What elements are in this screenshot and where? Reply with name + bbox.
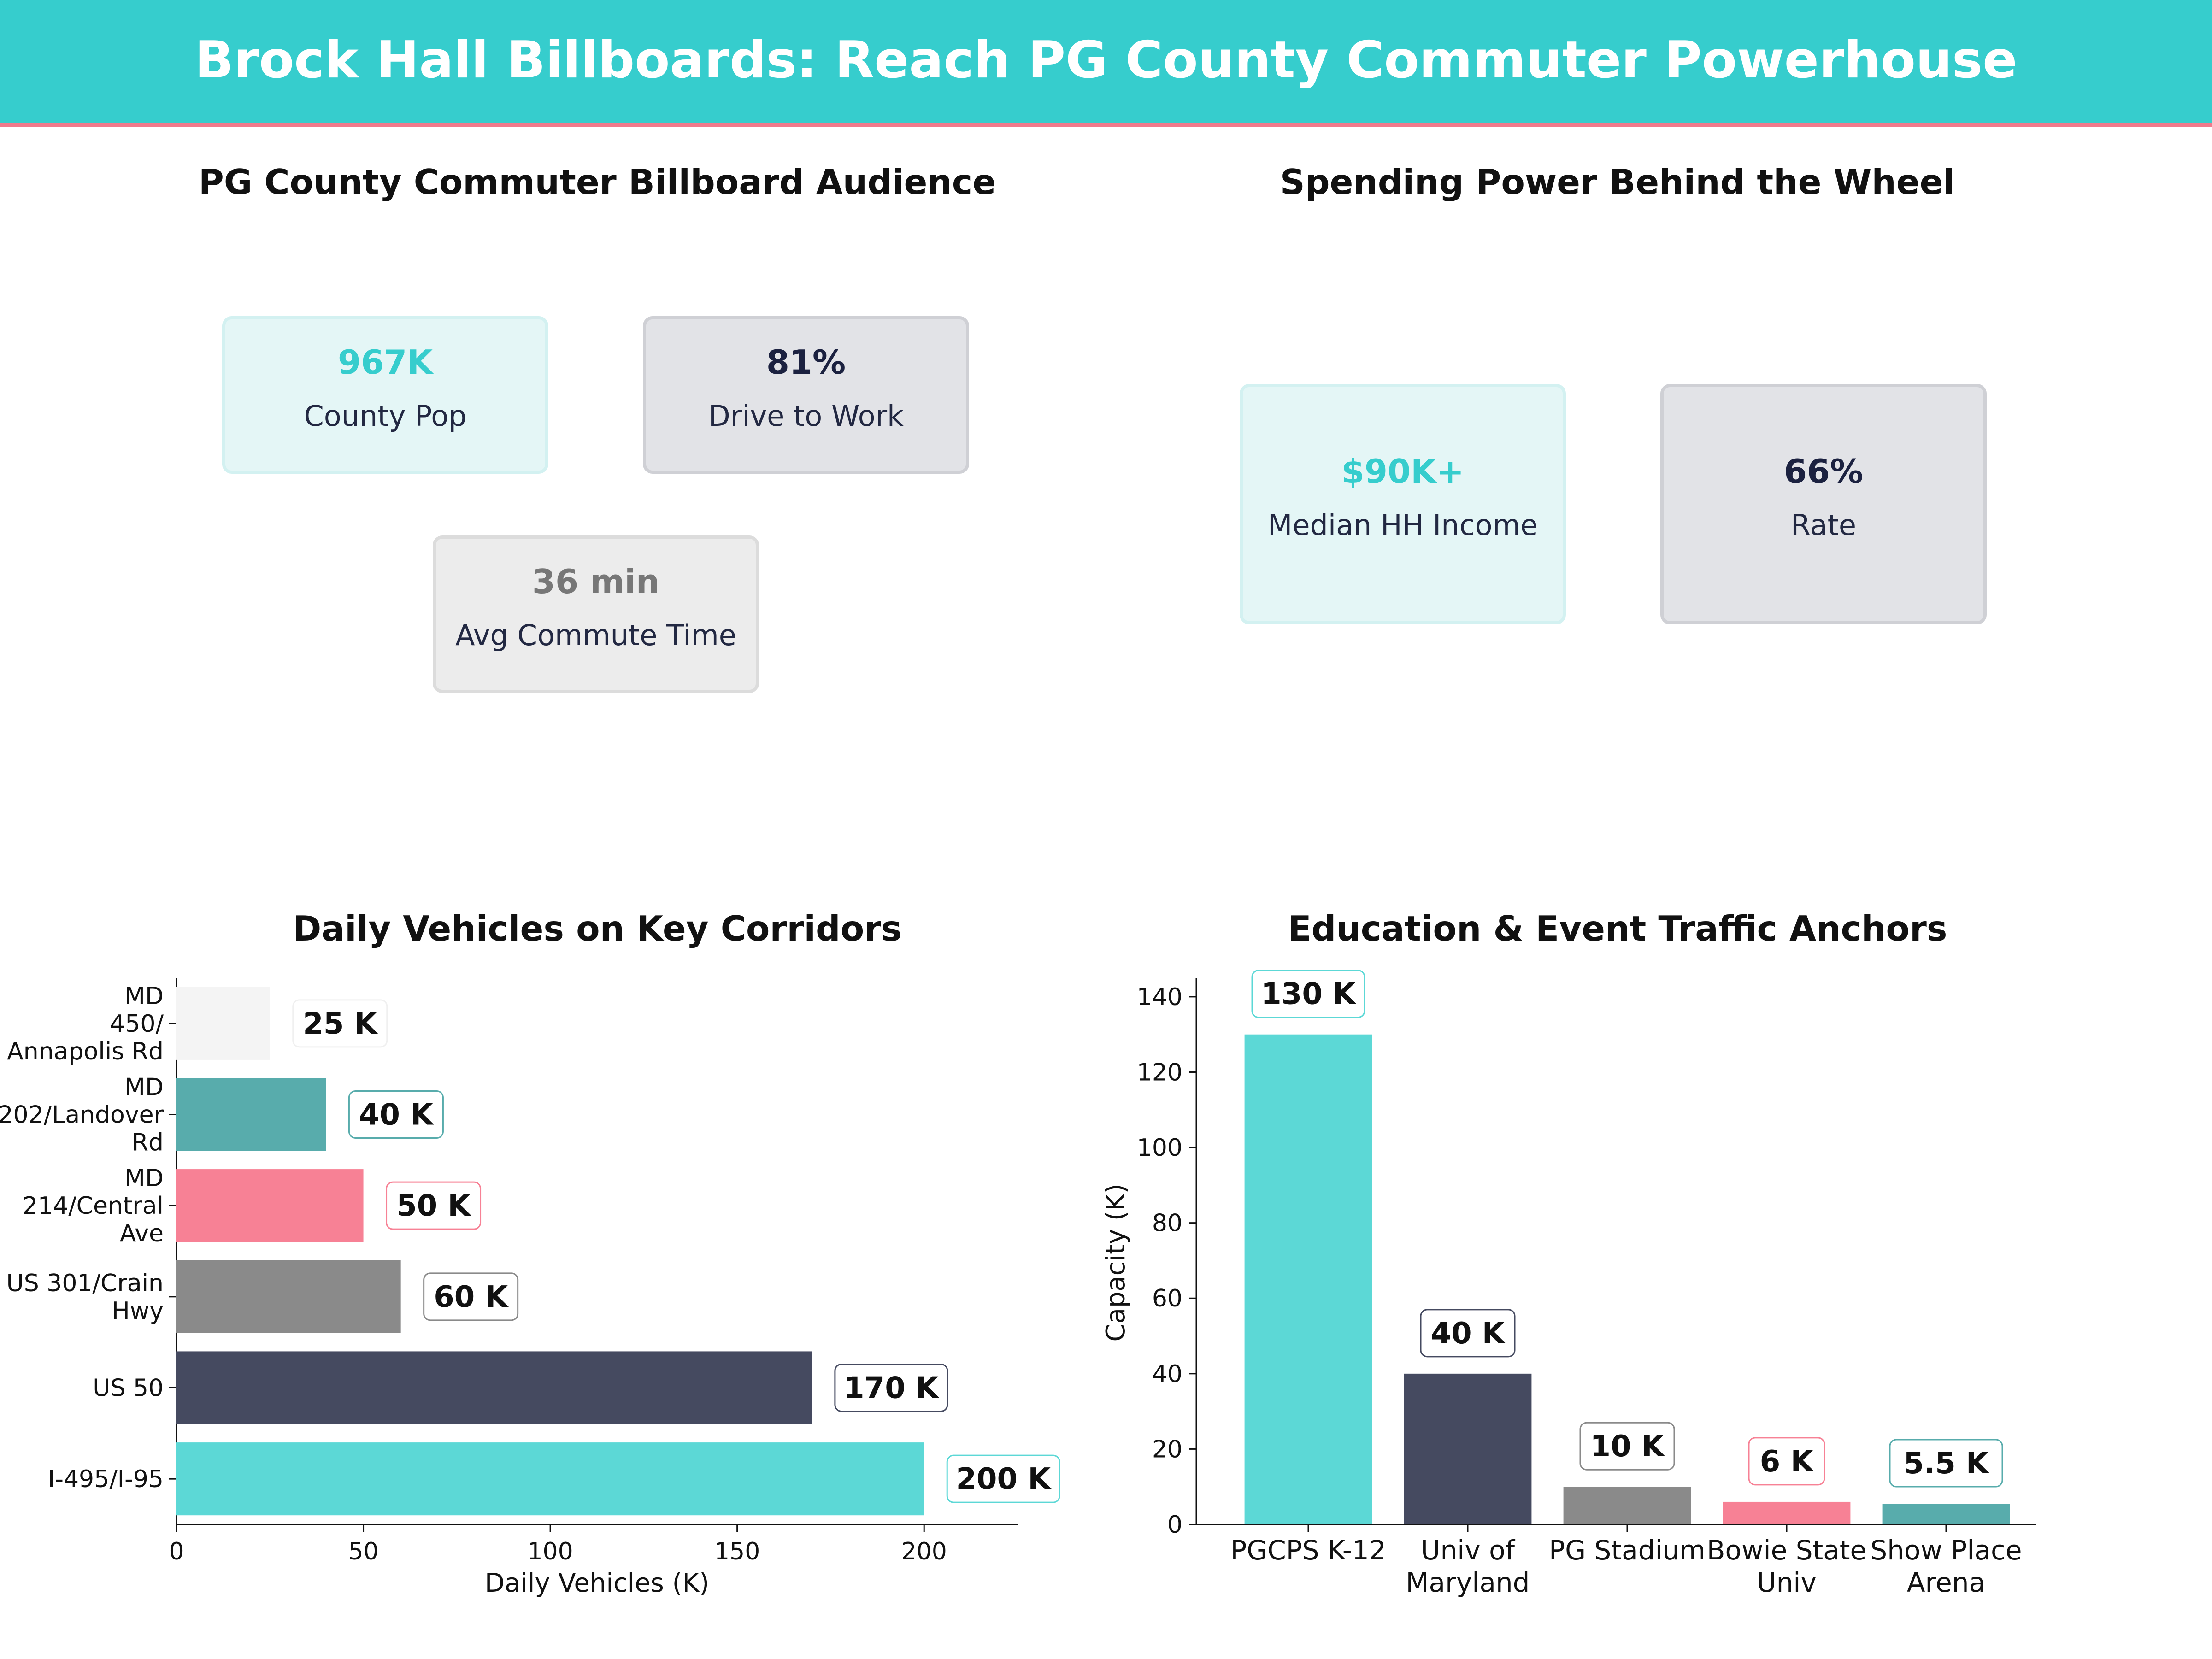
data-label-group: 60 K <box>423 1272 519 1321</box>
y-tick-label: 20 <box>1152 1435 1182 1463</box>
y-tick-label: 60 <box>1152 1285 1182 1312</box>
kpi-card-avg-commute: 36 min Avg Commute Time <box>433 535 759 693</box>
data-label-box <box>386 1181 482 1230</box>
kpi-card-drive-to-work: 81% Drive to Work <box>643 316 969 474</box>
category-label: US 301/Crain Hwy <box>6 1270 164 1325</box>
kpi-label: Median HH Income <box>1267 508 1538 542</box>
kpi-label: Drive to Work <box>708 399 904 433</box>
data-label: 6 K <box>1760 1445 1815 1479</box>
corridors-chart-title: Daily Vehicles on Key Corridors <box>293 908 902 949</box>
bar <box>176 1169 364 1242</box>
data-label-box <box>1889 1439 2003 1488</box>
data-label: 5.5 K <box>1903 1447 1990 1481</box>
data-label-group: 40 K <box>348 1090 444 1139</box>
data-label: 50 K <box>396 1189 471 1223</box>
data-label: 130 K <box>1261 977 1357 1012</box>
y-tick-label: 100 <box>1137 1134 1182 1162</box>
header-banner: Brock Hall Billboards: Reach PG County C… <box>0 0 2212 127</box>
kpi-value: $90K+ <box>1341 452 1465 491</box>
x-tick-label: 50 <box>348 1538 378 1565</box>
data-label-box <box>1579 1422 1675 1471</box>
bar <box>176 987 270 1060</box>
y-tick-label: 0 <box>1167 1511 1182 1539</box>
spending-panel-title: Spending Power Behind the Wheel <box>1280 162 1955 202</box>
category-label: PG Stadium <box>1549 1535 1706 1566</box>
kpi-card-rate: 66% Rate <box>1660 384 1987 624</box>
x-tick-label: 150 <box>714 1538 760 1565</box>
category-label: Univ of Maryland <box>1406 1535 1530 1598</box>
data-label: 200 K <box>956 1462 1052 1496</box>
data-label: 40 K <box>1431 1317 1506 1351</box>
y-tick-label: 140 <box>1137 983 1182 1011</box>
kpi-label: County Pop <box>304 399 467 433</box>
data-label: 10 K <box>1590 1430 1665 1464</box>
bar <box>1244 1034 1372 1524</box>
data-label-group: 50 K <box>386 1181 482 1230</box>
data-label-box <box>423 1272 519 1321</box>
x-tick-label: 200 <box>901 1538 947 1565</box>
data-label-box <box>1251 970 1365 1018</box>
kpi-value: 81% <box>766 343 846 382</box>
bar <box>176 1442 924 1516</box>
category-label: PGCPS K-12 <box>1230 1535 1386 1566</box>
data-label-box <box>292 999 388 1048</box>
x-tick-label: 0 <box>169 1538 184 1565</box>
data-label-group: 130 K <box>1251 970 1365 1018</box>
kpi-value: 66% <box>1783 452 1864 491</box>
anchors-bar-chart: 0 20 40 60 80 100 120 140 Capacity (K) PGCPS K-12… <box>1101 970 2036 1598</box>
data-label-box <box>1748 1437 1825 1486</box>
category-label: MD 214/Central Ave <box>23 1165 164 1247</box>
data-label: 170 K <box>844 1371 940 1406</box>
y-tick-label: 120 <box>1137 1059 1182 1086</box>
category-label: I-495/I-95 <box>48 1465 164 1493</box>
data-label-group: 40 K <box>1420 1309 1516 1358</box>
bar <box>176 1260 401 1333</box>
category-label: Show Place Arena <box>1870 1535 2022 1598</box>
y-tick-label: 80 <box>1152 1210 1182 1237</box>
bar <box>1723 1501 1851 1524</box>
kpi-card-county-pop: 967K County Pop <box>222 316 548 474</box>
data-label-group: 170 K <box>834 1364 948 1412</box>
kpi-label: Avg Commute Time <box>455 618 736 652</box>
anchors-chart-title: Education & Event Traffic Anchors <box>1288 908 1947 949</box>
bar <box>176 1351 812 1424</box>
data-label: 40 K <box>359 1098 434 1132</box>
data-label-box <box>946 1454 1060 1503</box>
page-title: Brock Hall Billboards: Reach PG County C… <box>194 30 2018 90</box>
data-label-group: 6 K <box>1748 1437 1825 1486</box>
data-label-box <box>1420 1309 1516 1358</box>
bar <box>1404 1373 1532 1524</box>
kpi-card-median-income: $90K+ Median HH Income <box>1240 384 1566 624</box>
kpi-value: 967K <box>337 343 433 382</box>
category-label: US 50 <box>93 1375 164 1402</box>
data-label-group: 10 K <box>1579 1422 1675 1471</box>
audience-panel-title: PG County Commuter Billboard Audience <box>198 162 996 202</box>
data-label-group: 5.5 K <box>1889 1439 2003 1488</box>
category-label: MD 202/Landover Rd <box>0 1074 164 1157</box>
category-label: Bowie State Univ <box>1707 1535 1866 1598</box>
x-axis-title: Daily Vehicles (K) <box>485 1568 709 1598</box>
data-label: 25 K <box>303 1007 378 1041</box>
data-label-box <box>348 1090 444 1139</box>
bar <box>176 1078 326 1151</box>
bar <box>1563 1487 1691 1524</box>
y-axis-title: Capacity (K) <box>1101 1184 1131 1342</box>
y-tick-label: 40 <box>1152 1360 1182 1388</box>
bar <box>1882 1504 2010 1524</box>
data-label-group: 200 K <box>946 1454 1060 1503</box>
x-tick-label: 100 <box>527 1538 573 1565</box>
data-label-box <box>834 1364 948 1412</box>
corridors-bar-chart: I-495/I-95 200 K US 50 170 K US 301/Crain Hwy… <box>0 978 1060 1598</box>
kpi-label: Rate <box>1790 508 1857 542</box>
kpi-value: 36 min <box>532 562 660 601</box>
data-label-group: 25 K <box>292 999 388 1048</box>
category-label: MD 450/Annapolis Rd <box>7 982 164 1065</box>
data-label: 60 K <box>434 1280 509 1314</box>
